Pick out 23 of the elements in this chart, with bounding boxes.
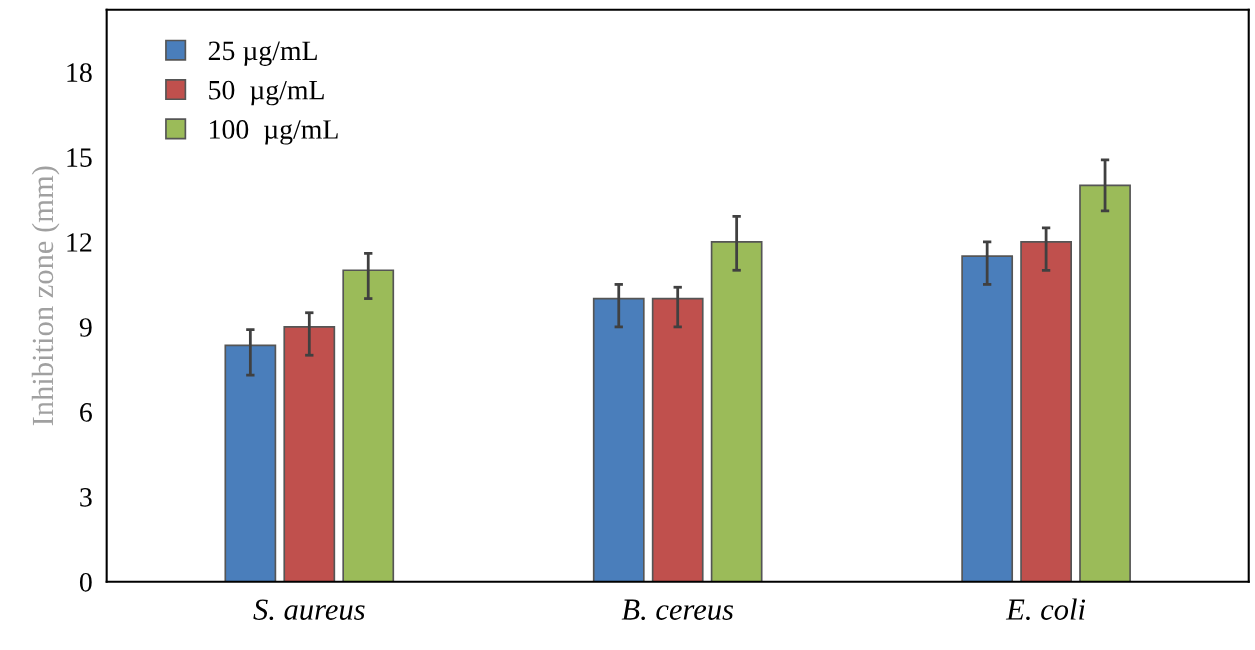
legend-label: 25 µg/mL [208, 41, 317, 66]
y-tick-label: 18 [67, 63, 92, 82]
legend-label: 50 µg/mL [209, 80, 324, 106]
y-tick-label: 12 [67, 233, 92, 252]
x-tick-label: S. aureus [253, 599, 365, 621]
legend-label: 100 µg/mL [210, 120, 338, 145]
bar [651, 297, 704, 582]
bar [342, 269, 395, 582]
y-tick-label: 9 [79, 318, 92, 337]
bar [224, 344, 277, 582]
y-tick-label: 3 [80, 488, 92, 507]
bar [283, 326, 336, 582]
y-tick-label: 6 [80, 403, 92, 422]
x-tick-label: E. coli [1005, 598, 1086, 621]
bar [961, 255, 1014, 582]
y-tick-label: 15 [67, 148, 92, 167]
bar [710, 241, 763, 582]
x-tick-label: B. cereus [621, 599, 734, 621]
bar [592, 297, 645, 582]
bar [1079, 184, 1131, 582]
bar [1020, 241, 1072, 582]
y-tick-label: 0 [79, 572, 92, 592]
y-axis-title: Inhibition zone (mm) [31, 166, 60, 426]
